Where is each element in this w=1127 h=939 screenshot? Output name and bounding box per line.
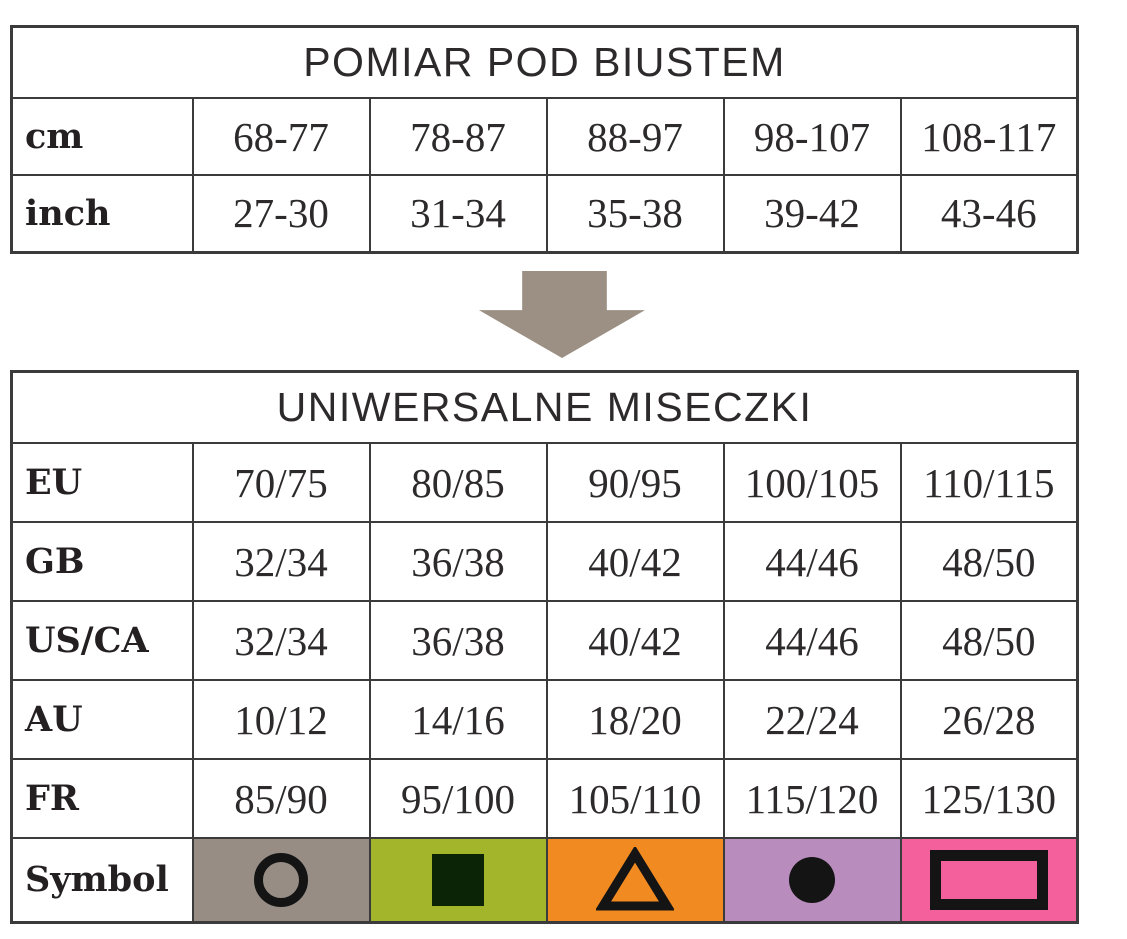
table-row-au: AU 10/12 14/16 18/20 22/24 26/28	[10, 679, 1079, 760]
table-row-gb: GB 32/34 36/38 40/42 44/46 48/50	[10, 521, 1079, 602]
table-cell: 36/38	[368, 521, 548, 602]
table-cell: 88-97	[545, 97, 725, 176]
table-row-inch: inch 27-30 31-34 35-38 39-42 43-46	[10, 174, 1079, 253]
table-cell: 70/75	[191, 442, 371, 523]
table-cell: 44/46	[722, 521, 902, 602]
table-cell: 26/28	[899, 679, 1079, 760]
table-cell: 36/38	[368, 600, 548, 681]
row-header-usca: US/CA	[10, 600, 194, 681]
table-cell: 98-107	[722, 97, 902, 176]
table-title-row: UNIWERSALNE MISECZKI	[10, 370, 1079, 444]
table-cell: 125/130	[899, 758, 1079, 839]
row-header-symbol: Symbol	[10, 837, 194, 923]
symbol-cell-green	[368, 837, 548, 923]
row-header-fr: FR	[10, 758, 194, 839]
table-cell: 90/95	[545, 442, 725, 523]
rectangle-outline-icon	[929, 849, 1048, 910]
symbol-cell-orange	[545, 837, 725, 923]
row-header-gb: GB	[10, 521, 194, 602]
table-cell: 22/24	[722, 679, 902, 760]
under-bust-table: POMIAR POD BIUSTEM cm 68-77 78-87 88-97 …	[10, 25, 1080, 254]
table-cell: 32/34	[191, 600, 371, 681]
table-cell: 39-42	[722, 174, 902, 253]
circle-filled-icon	[789, 856, 835, 903]
cup-size-table-title: UNIWERSALNE MISECZKI	[10, 370, 1079, 444]
table-row-symbol: Symbol	[10, 837, 1079, 923]
row-header-cm: cm	[10, 97, 194, 176]
table-cell: 68-77	[191, 97, 371, 176]
table-cell: 43-46	[899, 174, 1079, 253]
table-row-usca: US/CA 32/34 36/38 40/42 44/46 48/50	[10, 600, 1079, 681]
table-cell: 108-117	[899, 97, 1079, 176]
square-filled-icon	[432, 853, 484, 906]
table-cell: 44/46	[722, 600, 902, 681]
table-cell: 115/120	[722, 758, 902, 839]
under-bust-table-title: POMIAR POD BIUSTEM	[10, 25, 1079, 99]
table-cell: 35-38	[545, 174, 725, 253]
table-cell: 18/20	[545, 679, 725, 760]
table-title-row: POMIAR POD BIUSTEM	[10, 25, 1079, 99]
table-cell: 10/12	[191, 679, 371, 760]
table-cell: 27-30	[191, 174, 371, 253]
symbol-cell-taupe	[191, 837, 371, 923]
table-cell: 80/85	[368, 442, 548, 523]
table-cell: 85/90	[191, 758, 371, 839]
table-cell: 105/110	[545, 758, 725, 839]
table-row-eu: EU 70/75 80/85 90/95 100/105 110/115	[10, 442, 1079, 523]
table-cell: 14/16	[368, 679, 548, 760]
table-cell: 31-34	[368, 174, 548, 253]
row-header-inch: inch	[10, 174, 194, 253]
table-cell: 48/50	[899, 600, 1079, 681]
table-cell: 40/42	[545, 600, 725, 681]
table-row-cm: cm 68-77 78-87 88-97 98-107 108-117	[10, 97, 1079, 176]
arrow-down-icon	[479, 271, 645, 358]
table-cell: 40/42	[545, 521, 725, 602]
circle-outline-icon	[254, 852, 308, 907]
table-cell: 78-87	[368, 97, 548, 176]
table-cell: 110/115	[899, 442, 1079, 523]
cup-size-table: UNIWERSALNE MISECZKI EU 70/75 80/85 90/9…	[10, 370, 1080, 924]
table-cell: 32/34	[191, 521, 371, 602]
triangle-outline-icon	[596, 846, 674, 911]
symbol-cell-pink	[899, 837, 1079, 923]
row-header-eu: EU	[10, 442, 194, 523]
table-cell: 95/100	[368, 758, 548, 839]
symbol-cell-purple	[722, 837, 902, 923]
table-row-fr: FR 85/90 95/100 105/110 115/120 125/130	[10, 758, 1079, 839]
row-header-au: AU	[10, 679, 194, 760]
table-cell: 100/105	[722, 442, 902, 523]
table-cell: 48/50	[899, 521, 1079, 602]
